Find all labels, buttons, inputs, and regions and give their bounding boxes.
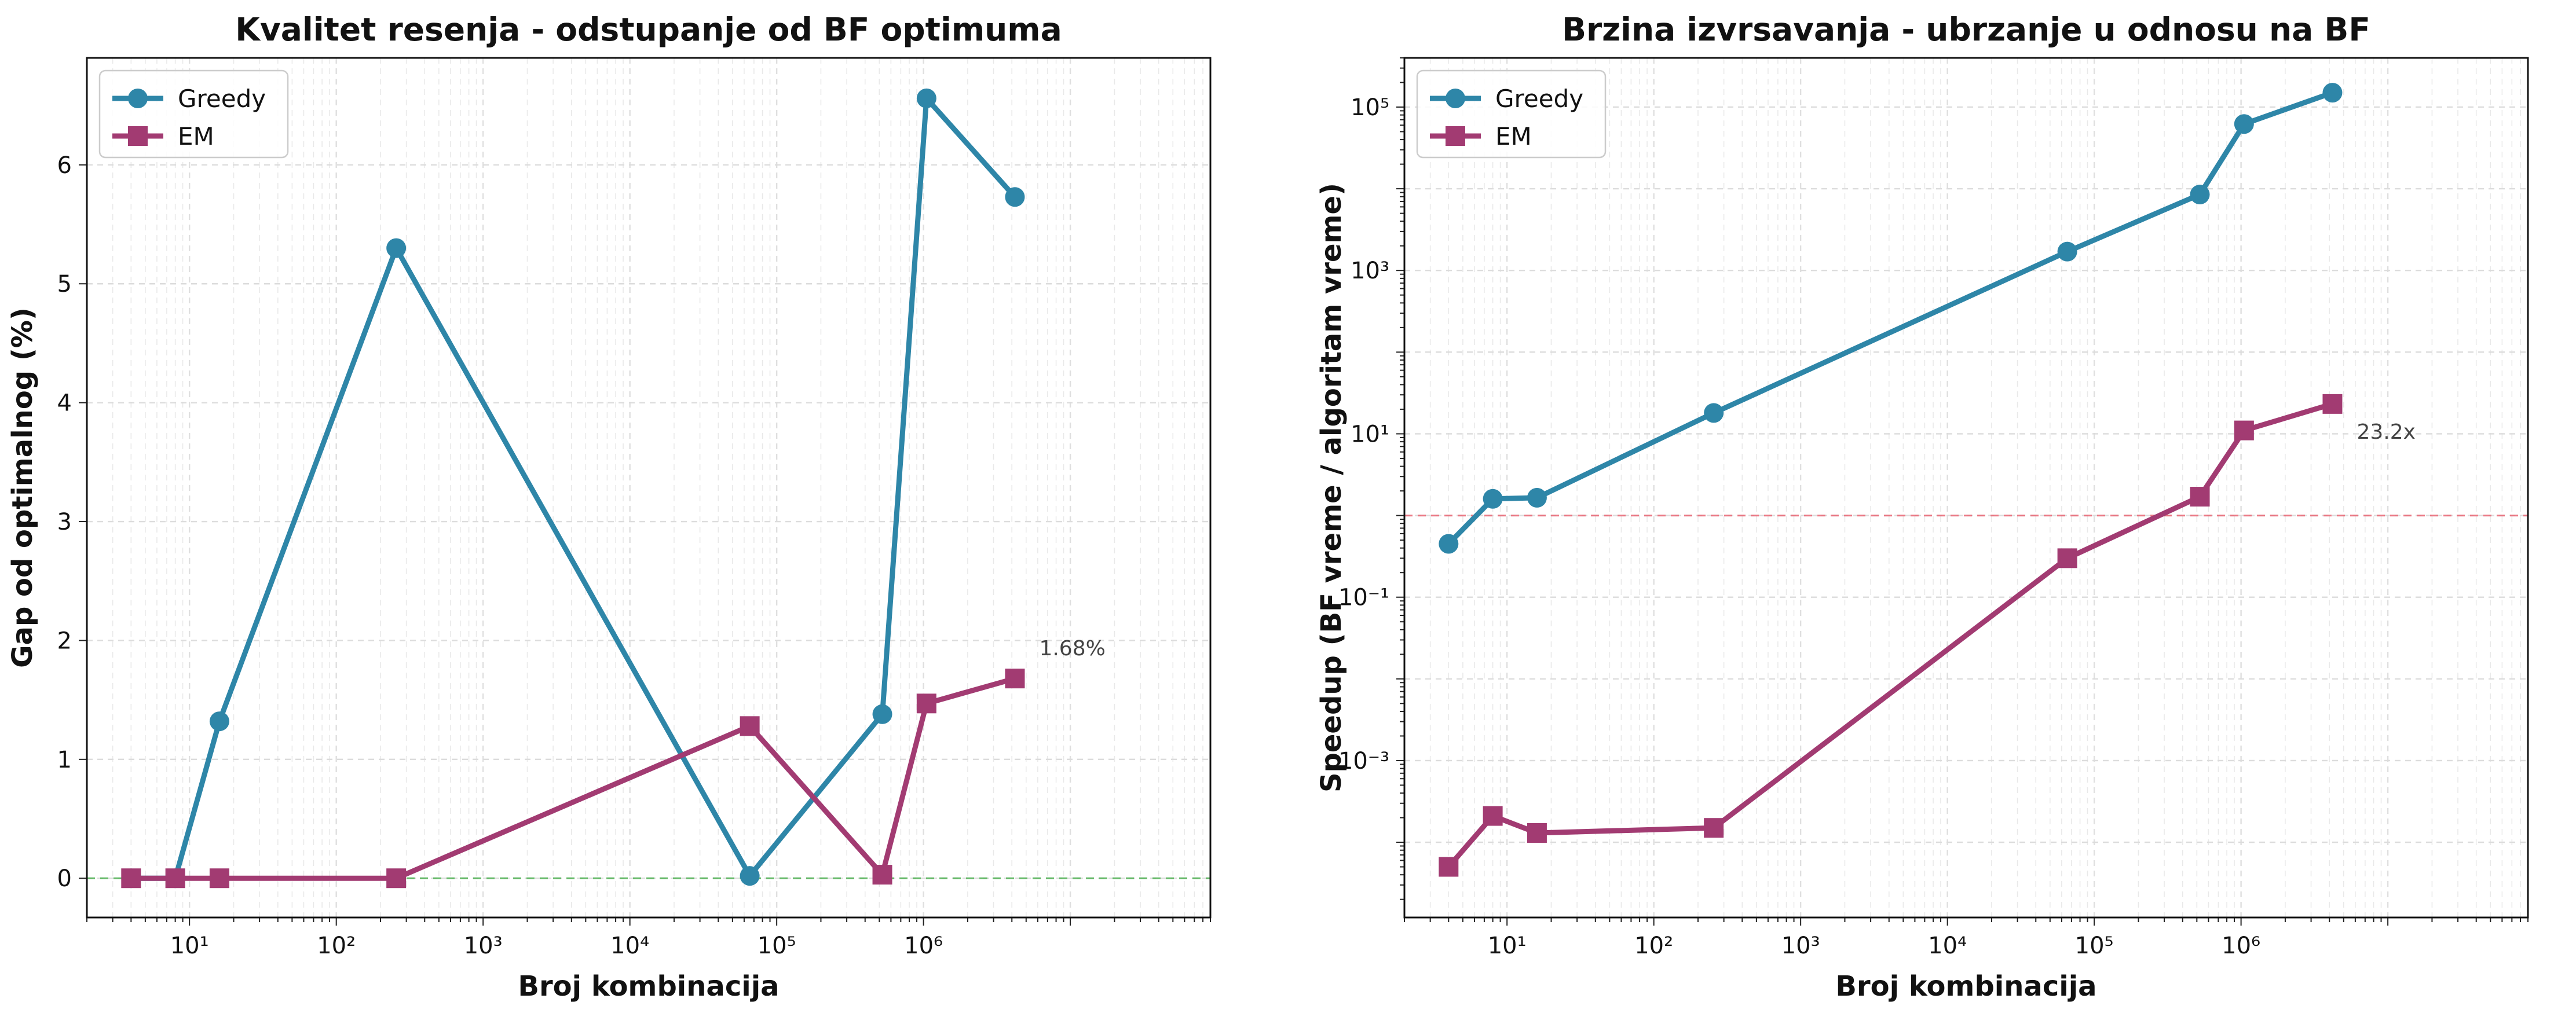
- data-point: [1483, 806, 1503, 826]
- data-point: [2190, 487, 2210, 507]
- x-tick-label: 10⁶: [2222, 933, 2260, 959]
- series-greedy: [121, 88, 1025, 889]
- data-point: [916, 693, 936, 714]
- x-tick-label: 10¹: [170, 933, 209, 959]
- data-point: [740, 716, 760, 736]
- data-point: [1483, 489, 1503, 509]
- x-axis-label: Broj kombinacija: [1835, 970, 2096, 1003]
- series-em: [1439, 394, 2343, 877]
- x-tick-label: 10²: [1634, 933, 1673, 959]
- y-axis-label: Speedup (BF vreme / algoritam vreme): [1315, 183, 1348, 792]
- data-point: [872, 865, 892, 885]
- x-axis-label: Broj kombinacija: [518, 970, 779, 1003]
- gap-chart-panel: 1.68% 10¹ 10² 10³ 10⁴ 10⁵ 10⁶ 0 1 2 3 4 5 6 Kvalitet r…: [6, 11, 1212, 1003]
- legend: Greedy EM: [98, 69, 289, 159]
- data-point: [1704, 818, 1724, 838]
- legend-marker: [128, 126, 148, 146]
- speedup-chart-panel: 23.2x 10¹ 10² 10³ 10⁴ 10⁵ 10⁶ 10⁻³ 10⁻¹ 10¹ 10³ 10⁵…: [1315, 11, 2529, 1003]
- x-tick-label: 10²: [317, 933, 356, 959]
- data-point: [2057, 548, 2077, 568]
- x-tick-label: 10³: [1781, 933, 1820, 959]
- legend-marker: [1446, 126, 1465, 146]
- series-greedy: [1439, 83, 2343, 554]
- data-point: [2322, 83, 2343, 103]
- legend-label: EM: [178, 122, 214, 151]
- x-tick-label: 10¹: [1488, 933, 1527, 959]
- x-tick-label: 10⁴: [610, 933, 649, 959]
- plot-frame: [1403, 57, 2529, 919]
- data-point: [2190, 185, 2210, 205]
- y-tick-label: 6: [57, 152, 72, 179]
- data-point: [209, 868, 229, 889]
- data-point: [872, 704, 892, 724]
- data-point: [2322, 394, 2343, 414]
- data-point: [1527, 823, 1547, 843]
- legend-marker: [128, 89, 148, 108]
- data-point: [165, 868, 185, 889]
- series-line: [1446, 401, 2333, 869]
- y-tick-label: 10⁵: [1351, 94, 1389, 121]
- data-point: [1439, 534, 1459, 554]
- data-point: [1527, 487, 1547, 508]
- data-point: [2057, 241, 2077, 262]
- grid: [86, 58, 1211, 917]
- data-point: [1704, 403, 1724, 423]
- grid: [1404, 58, 2529, 917]
- y-tick-label: 5: [57, 271, 72, 298]
- y-tick-label: 10³: [1351, 258, 1389, 284]
- legend: Greedy EM: [1416, 69, 1607, 159]
- data-point: [209, 711, 229, 732]
- y-tick-label: 3: [57, 509, 72, 535]
- data-point: [916, 88, 936, 108]
- annotation-label: 1.68%: [1039, 637, 1105, 660]
- data-point: [2234, 420, 2254, 441]
- series-line: [131, 96, 1017, 881]
- data-point: [1439, 857, 1459, 877]
- y-tick-label: 10¹: [1351, 421, 1389, 447]
- y-tick-label: 10⁻³: [1338, 748, 1389, 775]
- y-axis-label: Gap od optimalnog (%): [6, 307, 39, 668]
- chart-title: Kvalitet resenja - odstupanje od BF opti…: [235, 11, 1062, 48]
- chart-title: Brzina izvrsavanja - ubrzanje u odnosu n…: [1562, 11, 2370, 48]
- data-point: [740, 866, 760, 886]
- x-tick-label: 10⁵: [2075, 933, 2114, 959]
- y-tick-label: 1: [57, 747, 72, 773]
- annotation-label: 23.2x: [2357, 420, 2415, 444]
- legend-label: Greedy: [178, 85, 266, 113]
- x-tick-label: 10⁵: [758, 933, 796, 959]
- y-tick-label: 2: [57, 627, 72, 654]
- y-tick-label: 4: [57, 390, 72, 417]
- data-point: [121, 868, 141, 889]
- y-tick-label: 0: [57, 865, 72, 892]
- plot-frame: [86, 57, 1212, 919]
- data-point: [386, 868, 407, 889]
- legend-label: Greedy: [1495, 85, 1583, 113]
- legend-label: EM: [1495, 122, 1532, 151]
- series-em: [121, 669, 1025, 889]
- data-point: [2234, 114, 2254, 134]
- x-tick-label: 10⁶: [904, 933, 943, 959]
- y-tick-label: 10⁻¹: [1338, 585, 1389, 611]
- data-point: [1005, 669, 1025, 689]
- x-tick-label: 10³: [464, 933, 503, 959]
- series-line: [1447, 90, 2333, 546]
- data-point: [386, 238, 407, 258]
- legend-marker: [1446, 89, 1465, 108]
- data-point: [1005, 187, 1025, 207]
- x-tick-label: 10⁴: [1928, 933, 1967, 959]
